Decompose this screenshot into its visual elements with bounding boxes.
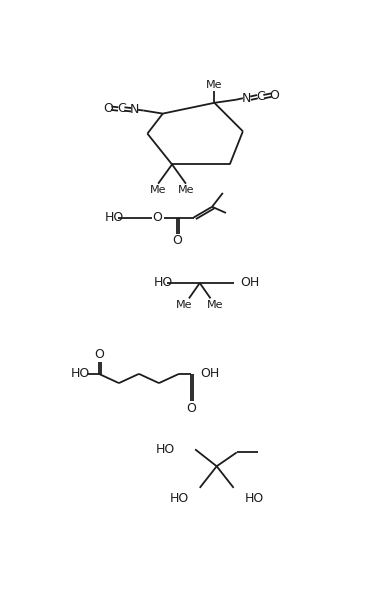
Text: N: N [129, 103, 139, 116]
Text: O: O [95, 348, 105, 361]
Text: C: C [256, 90, 265, 103]
Text: HO: HO [156, 443, 175, 456]
Text: Me: Me [176, 300, 193, 310]
Text: N: N [242, 92, 251, 105]
Text: O: O [152, 211, 162, 224]
Text: O: O [103, 102, 113, 115]
Text: Me: Me [178, 185, 194, 195]
Text: O: O [187, 402, 196, 415]
Text: HO: HO [154, 276, 173, 289]
Text: C: C [117, 102, 126, 115]
Text: Me: Me [206, 80, 223, 90]
Text: HO: HO [104, 211, 124, 224]
Text: O: O [270, 89, 279, 102]
Text: HO: HO [244, 492, 264, 505]
Text: O: O [172, 234, 182, 247]
Text: OH: OH [200, 367, 219, 380]
Text: OH: OH [241, 276, 260, 289]
Text: Me: Me [150, 185, 167, 195]
Text: Me: Me [207, 300, 223, 310]
Text: HO: HO [70, 367, 90, 380]
Text: HO: HO [170, 492, 189, 505]
